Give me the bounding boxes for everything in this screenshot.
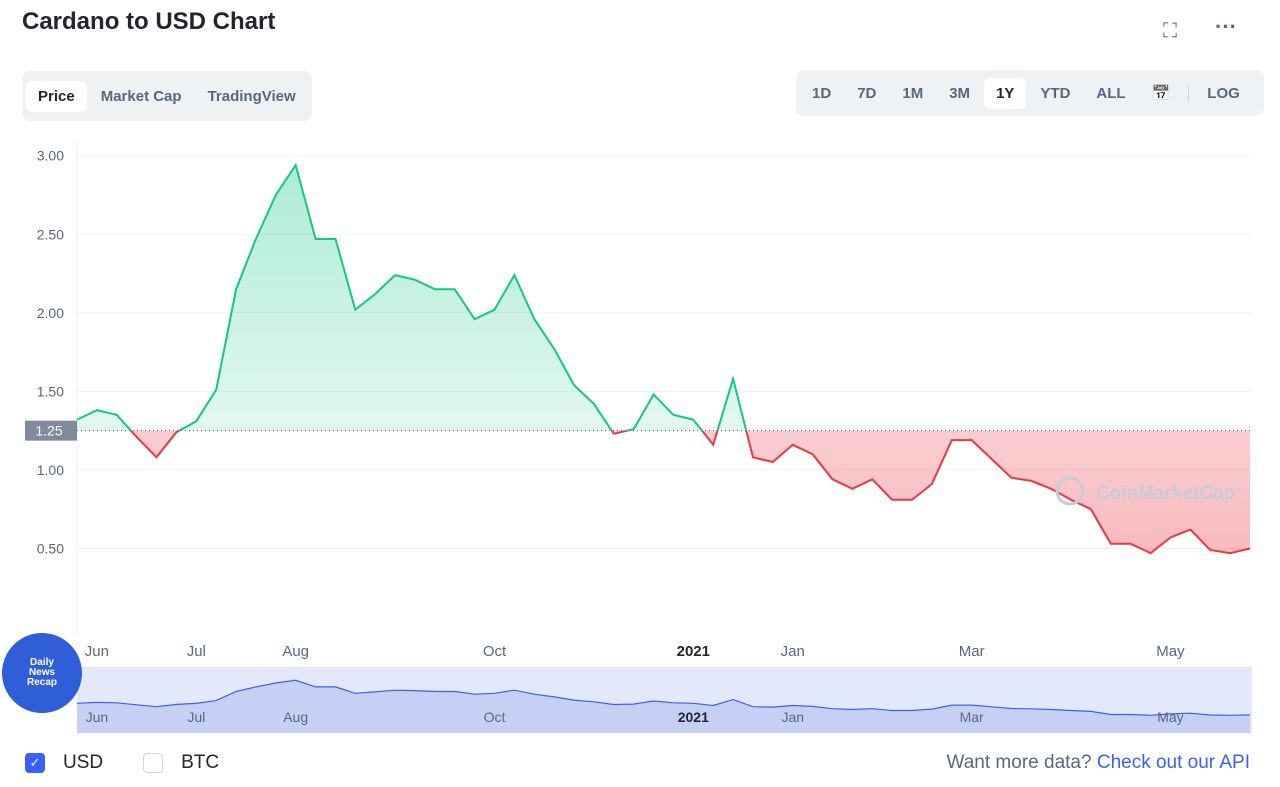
navigator-tick-label: Oct: [484, 709, 506, 725]
api-link[interactable]: Check out our API: [1096, 752, 1250, 773]
range-group: 1D 7D 1M 3M 1Y YTD ALL 📅 LOG: [796, 70, 1264, 116]
x-tick-label: Jun: [85, 643, 109, 660]
range-button[interactable]: 1D: [812, 84, 832, 102]
range-button[interactable]: YTD: [1040, 84, 1071, 102]
area-up: [77, 165, 1250, 431]
more-icon[interactable]: ···: [1215, 14, 1237, 39]
y-tick-label: 2.00: [37, 305, 64, 321]
price-line-down: [129, 430, 1251, 555]
tab[interactable]: TradingView: [207, 87, 296, 105]
calendar-icon[interactable]: 📅: [1151, 85, 1171, 102]
x-tick-label: Aug: [282, 643, 309, 660]
badge-line: Daily: [30, 657, 54, 668]
x-tick-label: 2021: [677, 643, 710, 660]
tab-group: Price Market Cap TradingView: [22, 71, 312, 121]
x-tick-label: Oct: [483, 643, 507, 660]
navigator-tick-label: May: [1157, 709, 1183, 725]
currency-toggles: ✓ USD BTC: [25, 752, 259, 774]
area-down: [130, 430, 1250, 554]
navigator-tick-label: Aug: [283, 709, 308, 725]
checkbox[interactable]: [143, 752, 164, 773]
tab[interactable]: Market Cap: [100, 87, 182, 105]
watermark: CoinMarketCap: [1096, 483, 1235, 504]
prompt-text: Want more data?: [946, 752, 1092, 773]
range-button[interactable]: 1Y: [984, 77, 1027, 109]
navigator-tick-label: Jul: [187, 709, 205, 725]
navigator-tick-label: 2021: [678, 709, 709, 725]
checkbox[interactable]: ✓: [25, 752, 45, 773]
badge-line: Recap: [26, 677, 57, 688]
currency-label: USD: [63, 752, 104, 773]
range-button[interactable]: ALL: [1096, 84, 1126, 102]
baseline-label: 1.25: [35, 423, 62, 439]
navigator-tick-label: Jun: [86, 709, 109, 725]
range-button[interactable]: 7D: [857, 84, 877, 102]
price-line-up: [76, 162, 748, 431]
api-prompt: Want more data? Check out our API: [947, 752, 1250, 774]
x-tick-label: Jan: [781, 643, 805, 660]
range-button[interactable]: 3M: [949, 84, 971, 102]
navigator-area: [77, 680, 1250, 733]
fullscreen-icon[interactable]: ⛶: [1163, 20, 1177, 42]
navigator-tick-label: Mar: [960, 709, 984, 725]
y-tick-label: 3.00: [37, 148, 64, 164]
x-tick-label: Jul: [187, 643, 206, 660]
tab[interactable]: Price: [26, 80, 87, 112]
badge-line: News: [28, 667, 56, 678]
y-tick-label: 0.50: [37, 540, 64, 556]
range-button[interactable]: 1M: [902, 84, 924, 102]
page-title: Cardano to USD Chart: [22, 8, 276, 35]
baseline-label-bg: [25, 420, 77, 441]
y-tick-label: 1.50: [37, 383, 64, 399]
currency-option[interactable]: BTC: [143, 752, 219, 773]
watermark-logo: [1055, 476, 1085, 506]
log-button[interactable]: LOG: [1207, 84, 1240, 102]
news-badge[interactable]: Daily News Recap: [2, 633, 82, 713]
navigator-tick-label: Jan: [781, 709, 804, 725]
currency-label: BTC: [181, 752, 220, 773]
y-tick-label: 1.00: [37, 462, 64, 478]
currency-option[interactable]: ✓ USD: [25, 752, 103, 773]
navigator-line: [76, 679, 1251, 716]
x-tick-label: Mar: [959, 643, 985, 660]
y-tick-label: 2.50: [37, 226, 64, 242]
x-tick-label: May: [1156, 643, 1185, 660]
separator: [1188, 84, 1190, 102]
